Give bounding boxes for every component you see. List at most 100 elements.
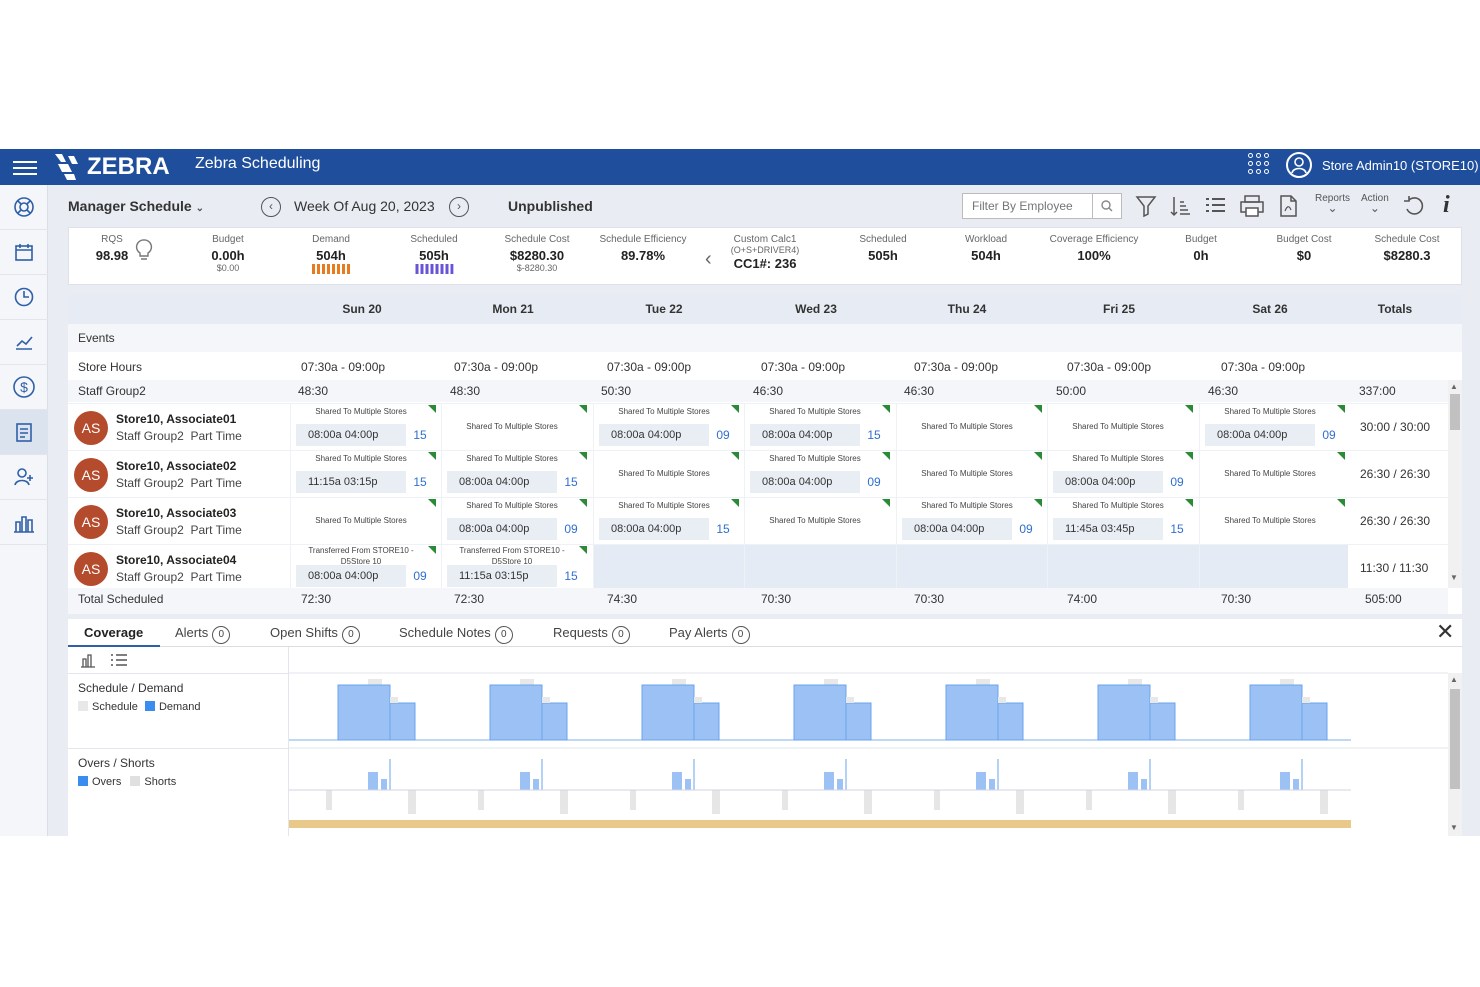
view-selector[interactable]: Manager Schedule ⌄ — [68, 198, 204, 214]
shift-block[interactable]: 08:00a 04:00p 09 — [1053, 471, 1191, 493]
help-icon[interactable] — [0, 185, 48, 230]
shift-block[interactable]: 08:00a 04:00p 15 — [296, 424, 434, 446]
scroll-up-icon[interactable]: ▲ — [1450, 675, 1458, 684]
dollar-icon[interactable]: $ — [0, 365, 48, 410]
shift-cell[interactable]: Shared To Multiple Stores — [744, 498, 894, 544]
shift-block[interactable]: 08:00a 04:00p 15 — [599, 518, 737, 540]
employee-avatar[interactable]: AS — [74, 552, 108, 586]
user-avatar-icon[interactable] — [1286, 152, 1312, 178]
shift-block[interactable]: 11:15a 03:15p 15 — [447, 565, 585, 587]
undo-icon[interactable] — [1402, 194, 1426, 218]
employee-avatar[interactable]: AS — [74, 411, 108, 445]
shift-cell[interactable]: Shared To Multiple Stores — [1199, 451, 1349, 497]
empty-shift-cell[interactable] — [1199, 545, 1348, 591]
analytics-icon[interactable] — [0, 320, 48, 365]
employee-name[interactable]: Store10, Associate02 — [116, 459, 237, 473]
demand-sparkline — [312, 264, 350, 274]
scrollbar-thumb[interactable] — [1450, 689, 1460, 789]
print-icon[interactable] — [1239, 194, 1264, 218]
totals-header: Totals — [1377, 302, 1413, 316]
shift-cell[interactable]: Shared To Multiple Stores 08:00a 04:00p 15 — [441, 451, 591, 497]
shift-cell[interactable]: Shared To Multiple Stores — [441, 404, 591, 450]
shift-block[interactable]: 11:15a 03:15p 15 — [296, 471, 434, 493]
shift-cell[interactable]: Shared To Multiple Stores — [1047, 404, 1197, 450]
employee-name[interactable]: Store10, Associate01 — [116, 412, 237, 426]
shift-cell[interactable]: Shared To Multiple Stores — [593, 451, 743, 497]
shift-cell[interactable]: Shared To Multiple Stores 08:00a 04:00p 09 — [593, 404, 743, 450]
filter-icon[interactable] — [1134, 194, 1158, 218]
employee-avatar[interactable]: AS — [74, 458, 108, 492]
tab-open-shifts[interactable]: Open Shifts 0 — [270, 625, 360, 644]
shift-cell[interactable]: Shared To Multiple Stores — [896, 404, 1046, 450]
shift-cell[interactable]: Shared To Multiple Stores 08:00a 04:00p 09 — [441, 498, 591, 544]
shift-cell[interactable]: Shared To Multiple Stores 08:00a 04:00p 15 — [290, 404, 440, 450]
shift-cell[interactable]: Shared To Multiple Stores 08:00a 04:00p 15 — [744, 404, 894, 450]
user-name[interactable]: Store Admin10 (STORE10) — [1322, 158, 1479, 173]
action-menu[interactable]: Action ⌄ — [1361, 193, 1389, 214]
scroll-down-icon[interactable]: ▼ — [1450, 823, 1458, 832]
shift-cell[interactable]: Transferred From STORE10 - D5Store 10 08:… — [290, 545, 440, 591]
next-week-button[interactable]: › — [449, 197, 469, 217]
tab-alerts[interactable]: Alerts 0 — [175, 625, 231, 644]
shift-block[interactable]: 08:00a 04:00p 15 — [447, 471, 585, 493]
list-view-icon[interactable] — [1203, 194, 1227, 218]
apps-grid-icon[interactable] — [1248, 153, 1272, 177]
grid-scrollbar[interactable]: ▲ ▼ — [1448, 380, 1462, 588]
shift-cell[interactable]: Shared To Multiple Stores 11:45a 03:45p 15 — [1047, 498, 1197, 544]
shift-cell[interactable]: Shared To Multiple Stores 08:00a 04:00p 09 — [896, 498, 1046, 544]
prev-week-button[interactable]: ‹ — [261, 197, 281, 217]
empty-shift-cell[interactable] — [1047, 545, 1199, 591]
tab-requests[interactable]: Requests 0 — [553, 625, 630, 644]
shift-block[interactable]: 08:00a 04:00p 09 — [447, 518, 585, 540]
bar-chart-view-icon[interactable] — [80, 652, 96, 673]
shift-block[interactable]: 11:45a 03:45p 15 — [1053, 518, 1191, 540]
scrollbar-thumb[interactable] — [1450, 394, 1460, 430]
list-view-icon[interactable] — [110, 652, 128, 673]
employee-name[interactable]: Store10, Associate04 — [116, 553, 237, 567]
employee-name[interactable]: Store10, Associate03 — [116, 506, 237, 520]
close-icon[interactable]: ✕ — [1436, 619, 1455, 644]
shift-cell[interactable]: Shared To Multiple Stores 08:00a 04:00p 09 — [744, 451, 894, 497]
info-icon[interactable]: i — [1443, 192, 1450, 218]
coverage-scrollbar[interactable]: ▲ ▼ — [1448, 673, 1462, 836]
shift-cell[interactable]: Shared To Multiple Stores 11:15a 03:15p 15 — [290, 451, 440, 497]
scroll-down-icon[interactable]: ▼ — [1450, 573, 1458, 582]
calendar-icon[interactable] — [0, 230, 48, 275]
sort-icon[interactable] — [1168, 194, 1192, 218]
reports-menu[interactable]: Reports ⌄ — [1315, 193, 1350, 214]
tab-schedule-notes[interactable]: Schedule Notes 0 — [399, 625, 513, 644]
empty-shift-cell[interactable] — [744, 545, 896, 591]
employee-avatar[interactable]: AS — [74, 505, 108, 539]
clock-icon[interactable] — [0, 275, 48, 320]
empty-shift-cell[interactable] — [896, 545, 1048, 591]
shared-flag-icon — [1337, 405, 1345, 413]
add-user-icon[interactable] — [0, 455, 48, 500]
shift-cell[interactable]: Shared To Multiple Stores — [896, 451, 1046, 497]
shift-cell[interactable]: Shared To Multiple Stores — [290, 498, 440, 544]
shift-cell[interactable]: Shared To Multiple Stores — [1199, 498, 1349, 544]
shared-flag-icon — [882, 405, 890, 413]
shift-block[interactable]: 08:00a 04:00p 09 — [902, 518, 1040, 540]
employee-row: AS Store10, Associate03 Staff Group2 Part … — [68, 497, 1448, 544]
shift-block[interactable]: 08:00a 04:00p 09 — [296, 565, 434, 587]
shift-cell[interactable]: Transferred From STORE10 - D5Store 10 11:… — [441, 545, 591, 591]
tab-coverage[interactable]: Coverage — [84, 625, 143, 640]
tab-label: Open Shifts — [270, 625, 338, 640]
shift-block[interactable]: 08:00a 04:00p 09 — [599, 424, 737, 446]
shift-cell[interactable]: Shared To Multiple Stores 08:00a 04:00p 09 — [1047, 451, 1197, 497]
shift-cell[interactable]: Shared To Multiple Stores 08:00a 04:00p 09 — [1199, 404, 1349, 450]
shift-block[interactable]: 08:00a 04:00p 15 — [750, 424, 888, 446]
shift-cell[interactable]: Shared To Multiple Stores 08:00a 04:00p 15 — [593, 498, 743, 544]
schedule-icon[interactable] — [0, 410, 48, 455]
reports-icon[interactable] — [0, 500, 48, 545]
scroll-up-icon[interactable]: ▲ — [1450, 382, 1458, 391]
search-icon[interactable] — [1092, 193, 1122, 219]
shift-block[interactable]: 08:00a 04:00p 09 — [1205, 424, 1343, 446]
shift-block[interactable]: 08:00a 04:00p 09 — [750, 471, 888, 493]
empty-shift-cell[interactable] — [593, 545, 745, 591]
menu-icon[interactable] — [13, 157, 37, 177]
collapse-kpi-icon[interactable]: ‹ — [705, 248, 712, 270]
tab-pay-alerts[interactable]: Pay Alerts 0 — [669, 625, 750, 644]
pdf-icon[interactable] — [1276, 194, 1300, 218]
overs-bar — [824, 772, 834, 790]
